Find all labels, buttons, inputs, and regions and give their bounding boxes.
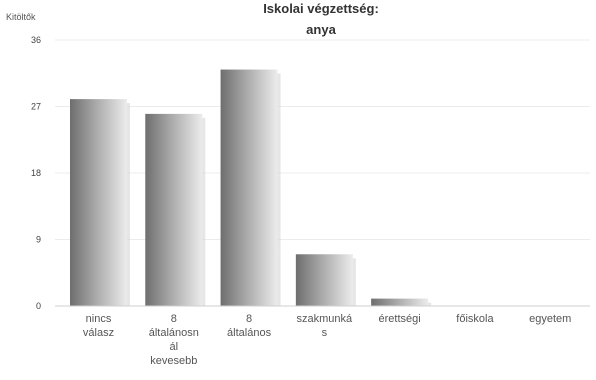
x-tick-labels: nincs válasz 8 általánosn ál kevesebb 8 általán… [83,313,571,367]
x-tick-label: 8 általános [227,313,272,339]
bar [295,254,353,306]
bar [145,113,203,306]
bar [371,298,429,306]
x-tick-label: 8 általánosn ál kevesebb [149,313,199,367]
y-tick-label: 9 [36,235,41,245]
x-tick-label: nincs válasz [83,313,114,339]
chart-title-line-2: anya [306,22,336,37]
bars [70,69,432,306]
x-tick-label: érettségi [379,313,421,325]
y-axis-label: Kitöltők [6,12,36,22]
bar [220,69,278,306]
chart-title-line-1: Iskolai végzettség: [263,1,379,16]
bar [70,99,127,306]
chart-title: Iskolai végzettség: anya [263,1,379,37]
x-tick-label: szakmunká s [297,313,354,339]
x-tick-label: egyetem [529,313,571,325]
y-tick-label: 0 [36,301,41,311]
y-tick-label: 18 [31,168,41,178]
y-tick-label: 36 [31,35,41,45]
y-tick-labels: 0 9 18 27 36 [31,35,41,311]
x-tick-label: főiskola [456,313,494,325]
y-tick-label: 27 [31,102,41,112]
